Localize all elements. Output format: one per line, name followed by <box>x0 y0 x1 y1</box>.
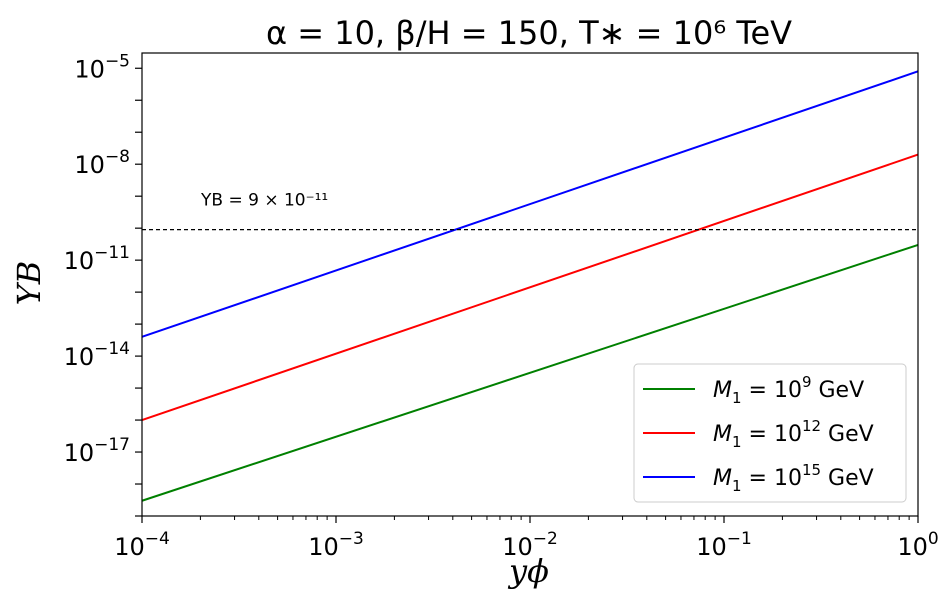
y-tick-label: 10−8 <box>74 147 130 179</box>
x-tick-base: 10 <box>502 533 533 561</box>
y-tick-label: 10−11 <box>64 243 130 275</box>
x-tick-exponent: −2 <box>533 529 558 549</box>
y-tick-base: 10 <box>64 247 95 275</box>
legend-label-tail: GeV <box>821 466 874 491</box>
x-tick-exponent: −1 <box>727 529 752 549</box>
legend-label-main: M <box>713 466 732 491</box>
legend-label-mid: = 10 <box>742 466 802 491</box>
legend-label-mid: = 10 <box>742 422 802 447</box>
x-tick-exponent: −3 <box>339 529 364 549</box>
legend-label-sup: 15 <box>802 461 821 479</box>
y-tick-label: 10−5 <box>74 51 130 83</box>
x-tick-label: 100 <box>897 529 938 561</box>
legend-label-tail: GeV <box>821 422 874 447</box>
legend-label-sub: 1 <box>732 389 742 407</box>
x-tick-label: 10−2 <box>502 529 558 561</box>
y-tick-exponent: −14 <box>94 339 130 359</box>
legend-label-mid: = 10 <box>742 378 802 403</box>
x-tick-base: 10 <box>308 533 339 561</box>
x-tick-label: 10−3 <box>308 529 364 561</box>
y-tick-exponent: −11 <box>94 243 130 263</box>
y-tick-base: 10 <box>74 55 105 83</box>
x-tick-base: 10 <box>696 533 727 561</box>
x-axis: 10−4 10−3 10−2 10−1 100 <box>114 516 939 561</box>
y-tick-base: 10 <box>74 151 105 179</box>
x-tick-exponent: 0 <box>928 529 939 549</box>
y-tick-exponent: −5 <box>105 51 130 71</box>
y-tick-label: 10−14 <box>64 339 130 371</box>
x-tick-base: 10 <box>114 533 145 561</box>
legend-label-3: M1 = 1015 GeV <box>713 461 874 495</box>
legend-label-tail: GeV <box>812 378 865 403</box>
legend-label-sup: 9 <box>802 373 812 391</box>
plot-area: YB = 9 × 10⁻¹¹ <box>141 52 919 517</box>
legend-label-sup: 12 <box>802 417 821 435</box>
legend-label-main: M <box>713 378 732 403</box>
legend-label-sub: 1 <box>732 477 742 495</box>
legend-label-2: M1 = 1012 GeV <box>713 417 874 451</box>
y-tick-exponent: −8 <box>105 147 130 167</box>
y-axis-label: YB <box>10 261 48 306</box>
chart-title: α = 10, β/H = 150, T∗ = 10⁶ TeV <box>266 14 792 52</box>
x-axis-label: yϕ <box>507 552 549 590</box>
y-tick-base: 10 <box>64 343 95 371</box>
x-tick-exponent: −4 <box>145 529 170 549</box>
reference-line-label: YB = 9 × 10⁻¹¹ <box>200 191 328 211</box>
y-tick-base: 10 <box>64 439 95 467</box>
legend-label-1: M1 = 109 GeV <box>713 373 864 407</box>
legend-label-main: M <box>713 422 732 447</box>
x-tick-label: 10−1 <box>696 529 752 561</box>
x-tick-base: 10 <box>897 533 928 561</box>
y-tick-exponent: −17 <box>94 435 130 455</box>
series-line-3 <box>141 70 919 338</box>
legend-box <box>633 363 907 503</box>
series-line-2 <box>141 153 919 422</box>
series-line-1 <box>141 243 919 502</box>
x-tick-label: 10−4 <box>114 529 170 561</box>
legend-label-sub: 1 <box>732 433 742 451</box>
y-tick-label: 10−17 <box>64 435 130 467</box>
